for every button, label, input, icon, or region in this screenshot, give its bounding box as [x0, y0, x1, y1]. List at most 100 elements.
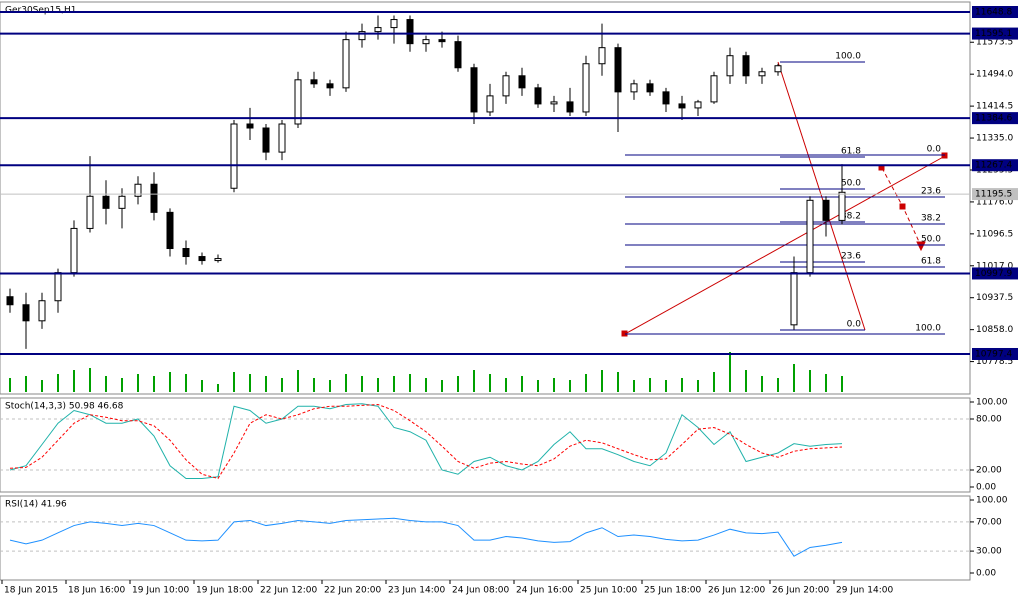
x-tick-label: 26 Jun 12:00: [708, 586, 765, 596]
indicator-title: Stoch(14,3,3) 50.98 46.68: [5, 402, 124, 412]
candle-body: [438, 39, 446, 43]
candle-body: [6, 296, 14, 306]
level-tag: [972, 347, 1018, 360]
y-tick-label: 10858.0: [976, 325, 1013, 335]
candle-body: [86, 195, 94, 229]
x-tick-label: 25 Jun 18:00: [644, 586, 701, 596]
y-tick-label: 11096.5: [976, 229, 1013, 239]
candle-body: [694, 101, 702, 109]
y-tick-label: 11335.0: [976, 134, 1013, 144]
x-tick-label: 22 Jun 20:00: [324, 586, 381, 596]
candle-body: [518, 75, 526, 89]
level-tag-label: 11267.4: [975, 161, 1012, 171]
candle-body: [534, 87, 542, 105]
fib-label: 0.0: [927, 145, 942, 155]
candle-body: [150, 183, 158, 213]
level-tag: [972, 112, 1018, 125]
level-tag-label: 11648.8: [975, 8, 1012, 18]
current-price-label: 11195.5: [975, 190, 1012, 200]
main-panel: [0, 1, 971, 395]
candle-body: [838, 191, 846, 221]
candle-body: [166, 211, 174, 250]
current-price-tag: [972, 188, 1018, 201]
candle-body: [598, 47, 606, 65]
candle-body: [278, 123, 286, 153]
candle-body: [310, 79, 318, 85]
y-tick-label: 11573.5: [976, 38, 1013, 48]
candle-body: [758, 71, 766, 77]
chart-title: Ger30Sep15,H1: [5, 6, 76, 16]
candle-body: [246, 123, 254, 129]
indicator-title: RSI(14) 41.96: [5, 500, 67, 510]
x-tick-label: 22 Jun 12:00: [260, 586, 317, 596]
candle-body: [710, 75, 718, 103]
y-tick-label: 0.00: [976, 568, 996, 578]
candle-body: [326, 83, 334, 89]
fib-label: 50.0: [841, 178, 861, 188]
arrow-head: [916, 241, 926, 252]
candle-body: [454, 41, 462, 69]
candle-body: [214, 258, 222, 262]
y-tick-label: 10937.5: [976, 293, 1013, 303]
candle-body: [390, 19, 398, 29]
y-tick-label: 10778.5: [976, 357, 1013, 367]
trend-line: [777, 61, 866, 331]
fib-label: 50.0: [921, 235, 941, 245]
fib-label: 38.2: [841, 212, 861, 222]
candle-body: [294, 79, 302, 125]
fib-label: 38.2: [921, 214, 941, 224]
candle-body: [742, 55, 750, 77]
y-tick-label: 20.00: [976, 465, 1002, 475]
candle-body: [118, 195, 126, 209]
indicator-line: [9, 404, 843, 480]
candle-body: [790, 272, 798, 326]
y-tick-label: 100.00: [976, 496, 1008, 506]
y-tick-label: 70.00: [976, 517, 1002, 527]
x-tick-label: 26 Jun 20:00: [772, 586, 829, 596]
x-tick-label: 18 Jun 16:00: [68, 586, 125, 596]
candle-body: [102, 195, 110, 209]
candle-body: [230, 123, 238, 189]
candle-body: [134, 183, 142, 197]
analysis-lines: [621, 61, 948, 337]
y-tick-label: 0.00: [976, 482, 996, 492]
level-tag-label: 11384.6: [975, 114, 1012, 124]
candle-body: [22, 304, 30, 322]
x-tick-label: 23 Jun 14:00: [388, 586, 445, 596]
y-tick-label: 80.00: [976, 414, 1002, 424]
candle-body: [646, 83, 654, 93]
indicator-line: [9, 403, 843, 479]
candle-body: [582, 63, 590, 113]
candle-body: [502, 75, 510, 97]
x-tick-label: 24 Jun 16:00: [516, 586, 573, 596]
x-tick-label: 29 Jun 14:00: [836, 586, 893, 596]
level-tag-label: 10997.9: [975, 269, 1012, 279]
candle-body: [422, 39, 430, 45]
candle-body: [806, 199, 814, 274]
level-tag: [972, 267, 1018, 280]
y-tick-label: 11414.5: [976, 102, 1013, 112]
candle-body: [566, 101, 574, 113]
y-tick-label: 30.00: [976, 547, 1002, 557]
level-tag: [972, 159, 1018, 172]
candle-body: [614, 47, 622, 93]
level-tag: [972, 6, 1018, 19]
fib-label: 61.8: [921, 256, 941, 266]
candle-body: [374, 27, 382, 33]
candle-body: [54, 272, 62, 302]
candle-body: [774, 65, 782, 73]
x-tick-label: 19 Jun 18:00: [196, 586, 253, 596]
y-tick-label: 100.00: [976, 397, 1008, 407]
x-tick-label: 24 Jun 08:00: [452, 586, 509, 596]
level-tag: [972, 27, 1018, 40]
candle-body: [630, 83, 638, 93]
x-tick-label: 25 Jun 10:00: [580, 586, 637, 596]
candle-body: [198, 256, 206, 262]
fib-label: 23.6: [841, 252, 861, 262]
candle-body: [358, 31, 366, 41]
candle-body: [342, 39, 350, 89]
candle-body: [822, 199, 830, 221]
candle-body: [662, 91, 670, 105]
